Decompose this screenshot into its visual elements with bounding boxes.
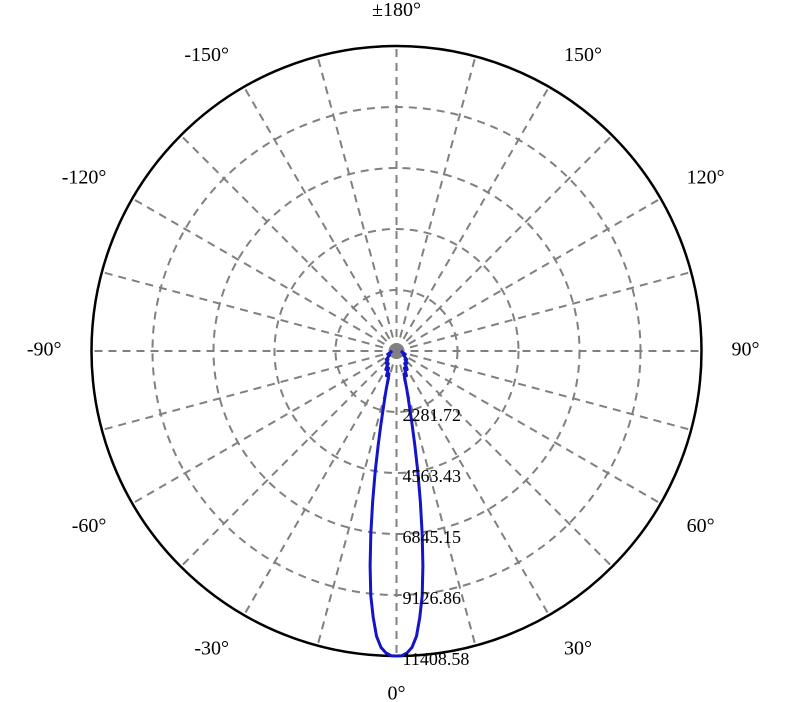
angle-label: 150° (564, 44, 602, 66)
angle-label: 60° (687, 515, 715, 537)
angle-label: -150° (184, 44, 229, 66)
angle-label: -120° (62, 167, 107, 189)
angle-label: ±180° (372, 0, 421, 21)
polar-svg: 2281.72 4563.43 6845.15 9126.86 11408.58 ±180… (0, 0, 793, 702)
angle-label: -90° (27, 339, 62, 361)
radial-tick-label: 6845.15 (403, 527, 462, 547)
radial-tick-label: 11408.58 (403, 649, 470, 669)
angle-label: -30° (194, 638, 229, 660)
radial-tick-label: 4563.43 (403, 466, 462, 486)
angle-label: 0° (388, 683, 406, 702)
polar-chart: 2281.72 4563.43 6845.15 9126.86 11408.58 ±180… (0, 0, 793, 702)
radial-tick-label: 9126.86 (403, 588, 462, 608)
angle-label: 90° (732, 339, 760, 361)
radial-tick-label: 2281.72 (403, 405, 462, 425)
angle-label: -60° (72, 515, 107, 537)
angle-label: 30° (564, 638, 592, 660)
grid (92, 46, 702, 656)
angle-label: 120° (687, 167, 725, 189)
